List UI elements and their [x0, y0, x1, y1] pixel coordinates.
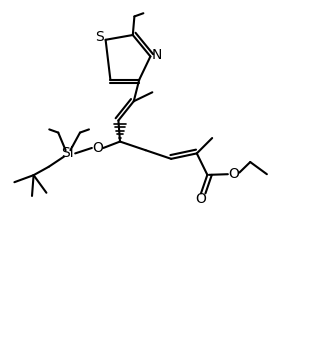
Text: O: O	[228, 167, 239, 181]
Text: S: S	[95, 30, 104, 43]
Text: O: O	[92, 141, 103, 155]
Text: O: O	[196, 192, 206, 206]
Text: N: N	[152, 48, 162, 62]
Text: Si: Si	[61, 146, 74, 160]
